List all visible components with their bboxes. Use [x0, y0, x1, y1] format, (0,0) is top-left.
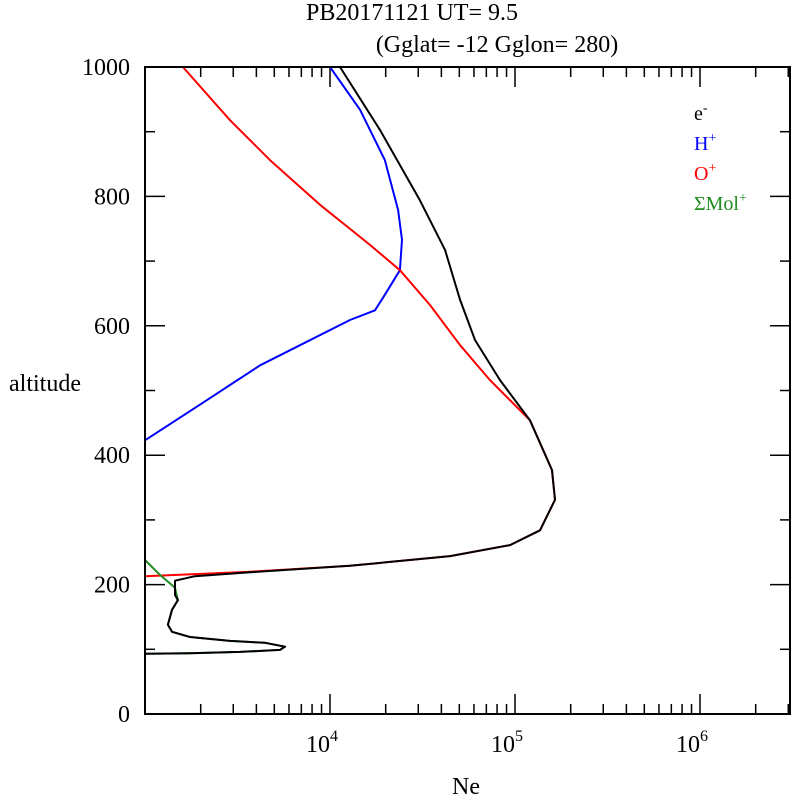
axes: 0 200 400 600 800 1000 104 105 106 — [82, 55, 790, 758]
legend-entry: e- — [694, 101, 708, 125]
y-tick-label: 800 — [94, 184, 130, 210]
x-tick-label: 106 — [676, 728, 708, 758]
series-line-2 — [144, 66, 556, 578]
legend: e- H+ O+ ΣMol+ — [694, 101, 747, 215]
plot-frame — [144, 66, 791, 715]
chart-title: PB20171121 UT= 9.5 — [306, 0, 518, 26]
x-tick-label: 104 — [306, 728, 338, 758]
series-line-0 — [144, 66, 556, 655]
y-tick-label: 600 — [94, 314, 130, 340]
y-tick-label: 400 — [94, 443, 130, 469]
legend-entry: ΣMol+ — [694, 191, 747, 215]
y-tick-label: 200 — [94, 573, 130, 599]
series-line-1 — [144, 66, 403, 442]
legend-entry: H+ — [694, 131, 716, 155]
series-lines — [144, 66, 556, 655]
y-tick-label: 0 — [118, 702, 130, 728]
chart-subtitle: (Gglat= -12 Gglon= 280) — [376, 32, 618, 58]
y-tick-label: 1000 — [82, 55, 130, 81]
y-axis-label: altitude — [9, 371, 81, 397]
x-axis-label: Ne — [452, 774, 480, 795]
legend-entry: O+ — [694, 161, 716, 185]
x-tick-label: 105 — [491, 728, 523, 758]
